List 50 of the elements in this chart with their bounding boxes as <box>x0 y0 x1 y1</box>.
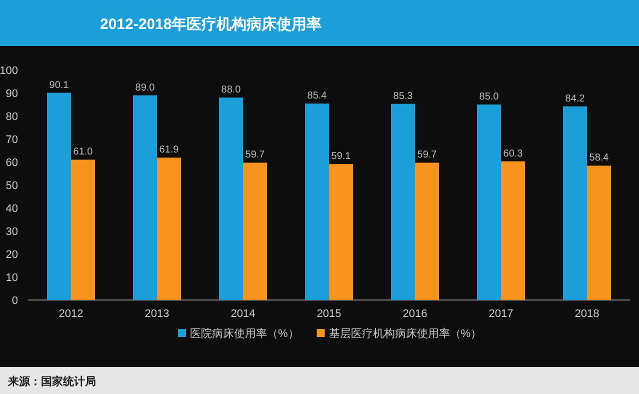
x-tick-label: 2012 <box>58 308 84 320</box>
bar <box>415 162 439 300</box>
data-label: 60.3 <box>503 148 524 160</box>
data-label: 61.0 <box>73 146 94 158</box>
x-tick-label: 2018 <box>574 308 600 320</box>
y-tick-label: 70 <box>6 134 18 146</box>
bar <box>71 160 95 300</box>
data-label: 59.7 <box>245 150 266 161</box>
data-label: 58.4 <box>589 152 610 164</box>
chart-title: 2012-2018年医疗机构病床使用率 <box>100 15 322 33</box>
y-tick-label: 30 <box>6 226 18 238</box>
y-tick-label: 60 <box>6 157 18 169</box>
bar <box>305 104 329 300</box>
data-label: 61.9 <box>159 144 180 156</box>
legend-label: 医院病床使用率（%） <box>190 327 299 340</box>
bar <box>501 161 525 300</box>
y-tick-label: 20 <box>6 249 18 261</box>
data-label: 59.7 <box>417 150 438 161</box>
bar <box>243 162 267 300</box>
y-tick-label: 50 <box>6 180 18 192</box>
data-label: 85.3 <box>393 90 414 102</box>
bar <box>47 92 71 300</box>
bar <box>329 164 353 300</box>
bar <box>219 98 243 300</box>
data-label: 59.1 <box>331 151 352 162</box>
bar <box>391 104 415 300</box>
source-note: 来源：国家统计局 <box>7 375 96 388</box>
y-tick-label: 80 <box>6 111 18 123</box>
y-tick-label: 100 <box>0 65 18 77</box>
x-tick-label: 2013 <box>144 308 170 320</box>
x-tick-label: 2015 <box>316 308 342 320</box>
y-tick-label: 40 <box>6 203 18 215</box>
bar <box>157 158 181 300</box>
y-tick-label: 0 <box>12 295 18 307</box>
bar <box>587 166 611 300</box>
data-label: 89.0 <box>135 82 156 94</box>
bar <box>477 104 501 300</box>
data-label: 85.0 <box>479 92 500 102</box>
data-label: 84.2 <box>565 93 586 104</box>
bar <box>133 95 157 300</box>
y-tick-label: 10 <box>6 272 18 284</box>
data-label: 88.0 <box>221 84 242 96</box>
data-label: 85.4 <box>307 90 328 102</box>
x-tick-label: 2016 <box>402 308 428 320</box>
legend-label: 基层医疗机构病床使用率（%） <box>328 327 482 340</box>
x-tick-label: 2014 <box>230 308 256 320</box>
bar <box>563 106 587 300</box>
data-label: 90.1 <box>49 80 70 91</box>
x-tick-label: 2017 <box>488 308 514 320</box>
y-tick-label: 90 <box>6 88 18 100</box>
